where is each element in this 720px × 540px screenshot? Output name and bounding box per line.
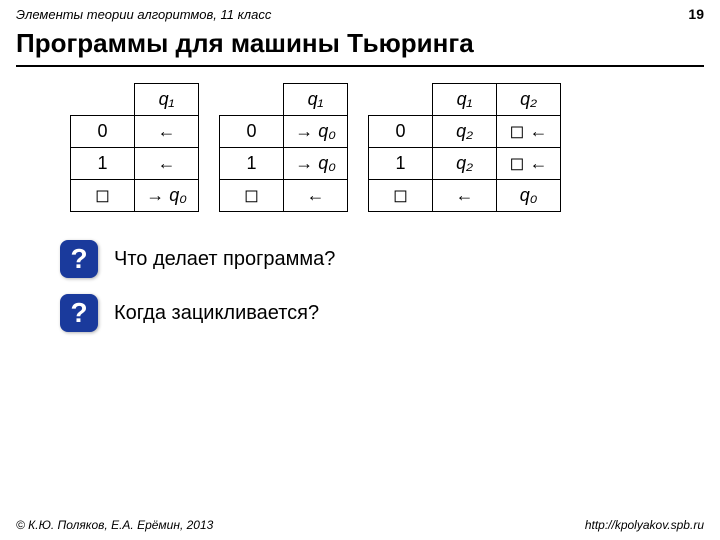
- tables-container: q₁ 0← 1← ◻→ q₀ q₁ 0→ q₀ 1→ q₀ ◻← q₁ q₂ 0…: [0, 83, 720, 232]
- row-sym: ◻: [220, 180, 284, 212]
- cell: q₀: [497, 180, 561, 212]
- cell: ←: [433, 180, 497, 212]
- footer-url: http://kpolyakov.spb.ru: [585, 518, 704, 532]
- turing-table-3: q₁ q₂ 0 q₂ ◻ ← 1 q₂ ◻ ← ◻ ← q₀: [368, 83, 561, 212]
- question-text: Когда зацикливается?: [110, 300, 323, 327]
- footer: © К.Ю. Поляков, Е.А. Ерёмин, 2013 http:/…: [0, 518, 720, 532]
- col-header: q₁: [284, 84, 348, 116]
- page-title: Программы для машины Тьюринга: [0, 24, 720, 65]
- row-sym: 0: [71, 116, 135, 148]
- question-badge-icon: ?: [60, 240, 98, 278]
- cell: ◻ ←: [497, 116, 561, 148]
- copyright: © К.Ю. Поляков, Е.А. Ерёмин, 2013: [16, 518, 213, 532]
- row-sym: 0: [369, 116, 433, 148]
- col-header: q₂: [497, 84, 561, 116]
- row-sym: 1: [71, 148, 135, 180]
- question-row: ? Что делает программа?: [60, 240, 680, 278]
- cell: ←: [284, 180, 348, 212]
- header-subtitle: Элементы теории алгоритмов, 11 класс: [16, 7, 271, 22]
- cell: → q₀: [284, 148, 348, 180]
- turing-table-1: q₁ 0← 1← ◻→ q₀: [70, 83, 199, 212]
- cell: ←: [135, 148, 199, 180]
- row-sym: ◻: [71, 180, 135, 212]
- cell: → q₀: [284, 116, 348, 148]
- row-sym: 1: [220, 148, 284, 180]
- questions-block: ? Что делает программа? ? Когда зациклив…: [0, 232, 720, 332]
- cell: ◻ ←: [497, 148, 561, 180]
- col-header: q₁: [433, 84, 497, 116]
- cell: ←: [135, 116, 199, 148]
- title-rule: [16, 65, 704, 67]
- turing-table-2: q₁ 0→ q₀ 1→ q₀ ◻←: [219, 83, 348, 212]
- row-sym: 0: [220, 116, 284, 148]
- question-row: ? Когда зацикливается?: [60, 294, 680, 332]
- cell: q₂: [433, 148, 497, 180]
- col-header: q₁: [135, 84, 199, 116]
- row-sym: 1: [369, 148, 433, 180]
- question-badge-icon: ?: [60, 294, 98, 332]
- cell: q₂: [433, 116, 497, 148]
- cell: → q₀: [135, 180, 199, 212]
- page-number: 19: [688, 6, 704, 22]
- question-text: Что делает программа?: [110, 246, 339, 273]
- row-sym: ◻: [369, 180, 433, 212]
